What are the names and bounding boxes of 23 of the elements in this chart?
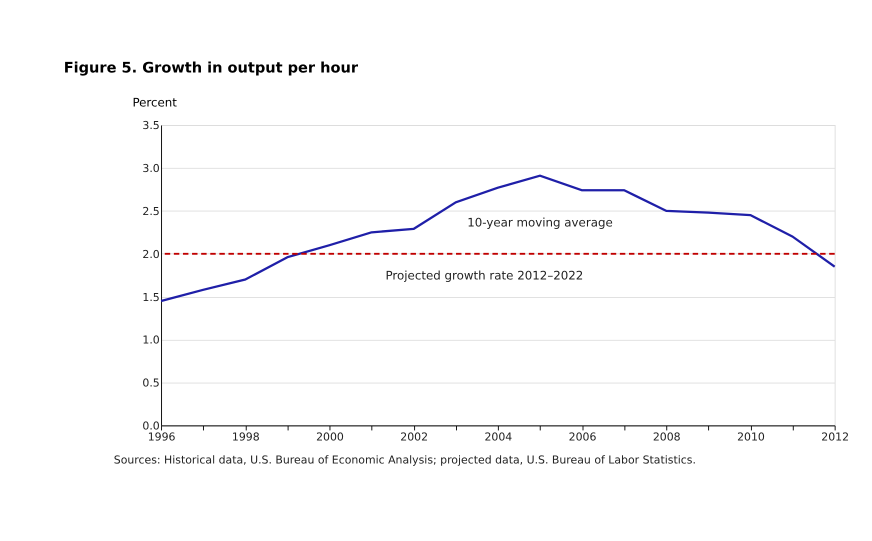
- series-label: 10-year moving average: [467, 216, 613, 230]
- x-tick-label: 2008: [652, 430, 681, 444]
- x-tick-label: 1998: [232, 430, 260, 444]
- ref-line-label: Projected growth rate 2012–2022: [386, 268, 584, 282]
- y-axis-title: Percent: [132, 95, 178, 110]
- x-tick-label: 2010: [737, 430, 765, 444]
- x-tick-label: 2002: [400, 430, 428, 444]
- y-tick-label: 3.0: [142, 162, 160, 176]
- line-series: [160, 174, 836, 302]
- y-tick-label: 0.0: [142, 420, 160, 433]
- y-tick-label: 1.0: [142, 334, 160, 347]
- x-tick-label: 2000: [316, 430, 344, 444]
- chart-title: Figure 5. Growth in output per hour: [64, 59, 359, 76]
- source-note: Sources: Historical data, U.S. Bureau of Economic Analysis; projected data, U.S. Bureau of Labor Statistics.: [114, 454, 696, 467]
- x-tick-label: 2006: [568, 430, 596, 444]
- y-tick-label: 3.5: [142, 119, 160, 132]
- x-tick-label: 2012: [821, 430, 850, 444]
- x-tick-label: 2004: [484, 430, 512, 444]
- y-tick-label: 2.5: [142, 204, 160, 218]
- x-tick-label: 1996: [148, 430, 176, 444]
- y-tick-label: 1.5: [142, 290, 160, 304]
- y-tick-label: 0.5: [142, 376, 160, 390]
- y-tick-label: 2.0: [142, 248, 160, 261]
